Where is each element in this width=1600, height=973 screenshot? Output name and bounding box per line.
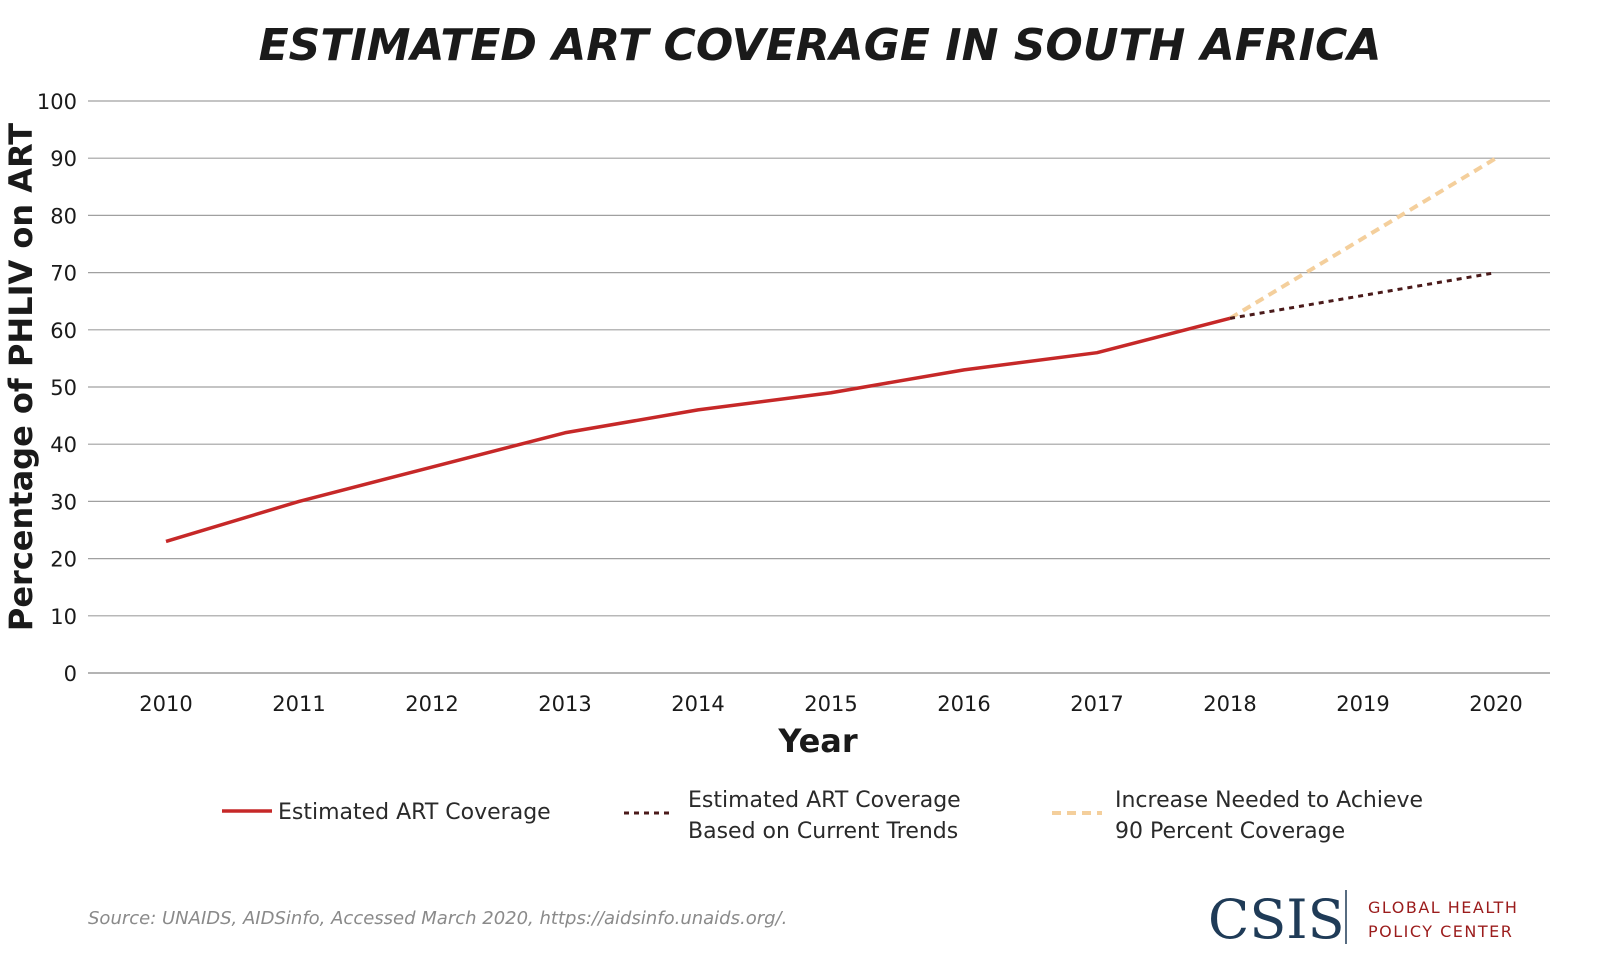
x-tick-2016: 2016 xyxy=(937,692,990,716)
y-tick-100: 100 xyxy=(37,90,77,114)
csis-logo: CSIS GLOBAL HEALTH POLICY CENTER xyxy=(1208,888,1518,951)
x-tick-2010: 2010 xyxy=(139,692,192,716)
x-tick-2015: 2015 xyxy=(804,692,857,716)
legend-label-90-percent-line-2: 90 Percent Coverage xyxy=(1115,819,1345,844)
center-name-line-1: GLOBAL HEALTH xyxy=(1368,898,1518,917)
y-tick-40: 40 xyxy=(50,433,77,457)
y-tick-80: 80 xyxy=(50,204,77,228)
series-current-trends xyxy=(1229,271,1497,320)
legend-label-90-percent-line-1: Increase Needed to Achieve xyxy=(1115,788,1423,813)
x-tick-2013: 2013 xyxy=(538,692,591,716)
legend-item-estimated: Estimated ART Coverage xyxy=(222,800,551,825)
legend: Estimated ART Coverage Estimated ART Cov… xyxy=(222,788,1423,844)
x-tick-2018: 2018 xyxy=(1203,692,1256,716)
y-axis-label: Percentage of PHLIV on ART xyxy=(2,123,40,631)
chart-title: ESTIMATED ART COVERAGE IN SOUTH AFRICA xyxy=(259,20,1382,71)
source-note: Source: UNAIDS, AIDSinfo, Accessed March… xyxy=(88,908,787,929)
x-tick-labels: 2010 2011 2012 2013 2014 2015 2016 2017 2018 2019… xyxy=(139,692,1522,716)
csis-wordmark: CSIS xyxy=(1208,888,1345,951)
legend-item-90-percent: Increase Needed to Achieve 90 Percent Co… xyxy=(1052,788,1423,844)
x-tick-2020: 2020 xyxy=(1469,692,1522,716)
y-tick-labels: 0 10 20 30 40 50 60 70 80 90 100 xyxy=(37,90,77,686)
series-estimated-coverage xyxy=(165,316,1231,544)
y-tick-0: 0 xyxy=(64,662,77,686)
x-tick-2019: 2019 xyxy=(1336,692,1389,716)
y-tick-70: 70 xyxy=(50,262,77,286)
x-tick-2017: 2017 xyxy=(1070,692,1123,716)
legend-item-current-trends: Estimated ART Coverage Based on Current … xyxy=(624,788,961,844)
y-tick-20: 20 xyxy=(50,548,77,572)
y-tick-50: 50 xyxy=(50,376,77,400)
legend-label-estimated: Estimated ART Coverage xyxy=(278,800,551,825)
x-tick-2012: 2012 xyxy=(405,692,458,716)
y-tick-10: 10 xyxy=(50,605,77,629)
series-90-percent-target xyxy=(1228,156,1498,321)
x-axis-label: Year xyxy=(777,722,858,760)
y-tick-30: 30 xyxy=(50,490,77,514)
center-name-line-2: POLICY CENTER xyxy=(1368,922,1513,941)
y-tick-90: 90 xyxy=(50,147,77,171)
x-tick-2011: 2011 xyxy=(272,692,325,716)
series-lines xyxy=(165,156,1498,544)
legend-label-current-trends-line-1: Estimated ART Coverage xyxy=(688,788,961,813)
legend-label-current-trends-line-2: Based on Current Trends xyxy=(688,819,958,844)
grid-lines xyxy=(88,100,1550,674)
y-tick-60: 60 xyxy=(50,319,77,343)
x-tick-2014: 2014 xyxy=(671,692,724,716)
